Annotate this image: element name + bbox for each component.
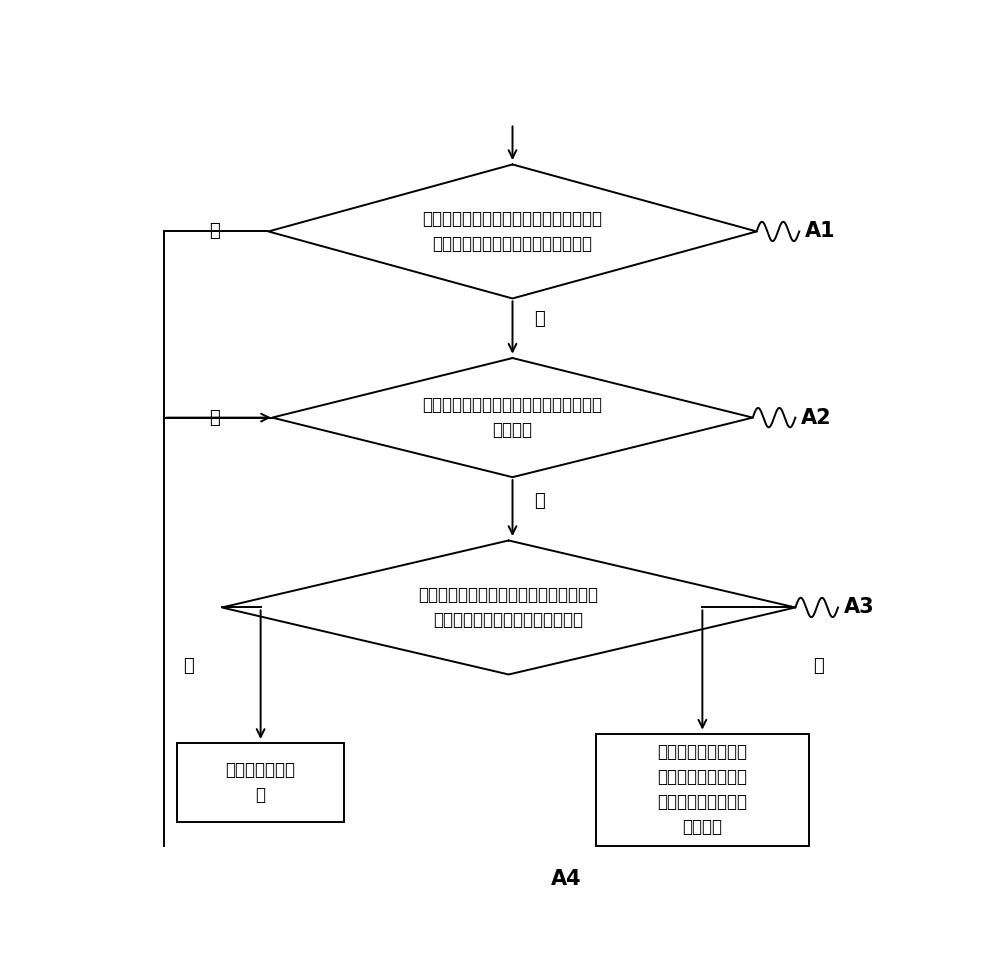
Text: A4: A4: [551, 869, 581, 890]
Text: 汽车在检测到的车辆
从后视摄像头内消失
后进入前方车辆超车
预警步骤: 汽车在检测到的车辆 从后视摄像头内消失 后进入前方车辆超车 预警步骤: [657, 744, 747, 836]
Bar: [177, 744, 344, 822]
Text: 是: 是: [534, 492, 545, 510]
Text: 否: 否: [209, 409, 220, 426]
Bar: [596, 734, 809, 846]
Text: 是: 是: [534, 310, 545, 329]
Text: A1: A1: [805, 221, 835, 242]
Text: 汽车对车道线进行识别，并判断本车与检
测到的车辆是否位于同一车道线内: 汽车对车道线进行识别，并判断本车与检 测到的车辆是否位于同一车道线内: [419, 586, 599, 629]
Text: 是: 是: [183, 657, 194, 675]
Text: A3: A3: [843, 598, 874, 618]
Text: A2: A2: [801, 408, 831, 427]
Text: 汽车根据可变部件模型算法，检测后视摄
像头的拍摄图像内是否出现其他车辆: 汽车根据可变部件模型算法，检测后视摄 像头的拍摄图像内是否出现其他车辆: [422, 210, 602, 253]
Text: 否: 否: [209, 222, 220, 241]
Text: 向驾驶员发出预
警: 向驾驶员发出预 警: [226, 761, 296, 804]
Text: 否: 否: [813, 657, 824, 675]
Text: 汽车判断检测到的车辆与本车之间的距离
是否减小: 汽车判断检测到的车辆与本车之间的距离 是否减小: [422, 396, 602, 439]
